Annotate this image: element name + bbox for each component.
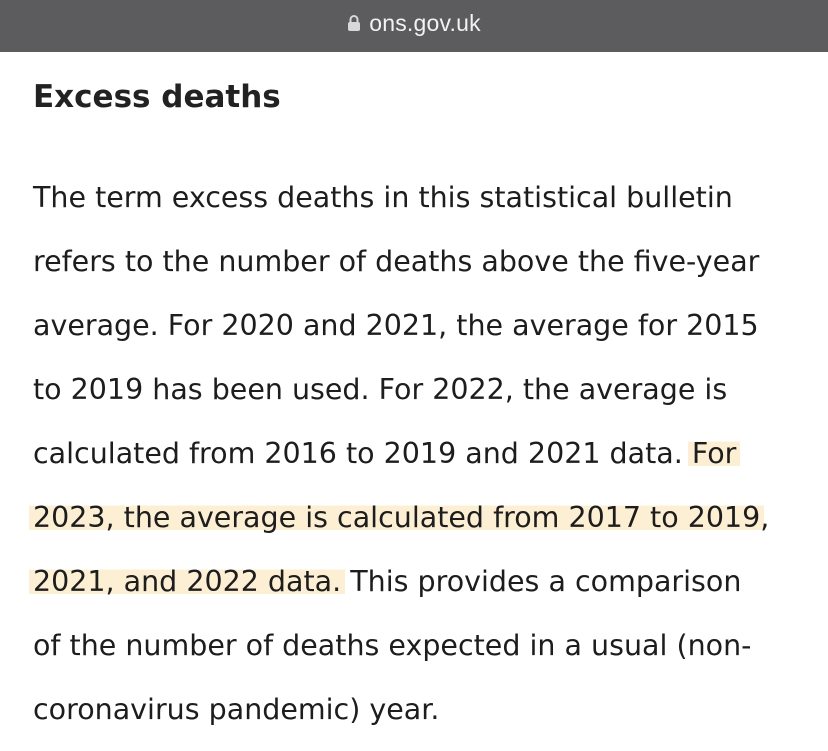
paragraph-line: 2021, and 2022 data. This provides a com… [29, 550, 823, 614]
url-text[interactable]: ons.gov.uk [369, 9, 481, 36]
highlighted-text: For [687, 437, 741, 470]
paragraph-line: calculated from 2016 to 2019 and 2021 da… [33, 422, 823, 486]
article-paragraph: The term excess deaths in this statistic… [29, 166, 823, 742]
lock-icon [347, 14, 361, 32]
paragraph-line: coronavirus pandemic) year. [33, 693, 440, 726]
address-bar-content: ons.gov.uk [347, 10, 481, 37]
highlighted-text: 2023, the average is calculated from 201… [29, 501, 765, 534]
paragraph-text: , [760, 501, 770, 534]
paragraph-line: average. For 2020 and 2021, the average … [33, 309, 759, 342]
page-title: Excess deaths [33, 79, 281, 115]
paragraph-text: This provides a comparison [341, 565, 742, 598]
paragraph-line: The term excess deaths in this statistic… [33, 181, 733, 214]
paragraph-line: to 2019 has been used. For 2022, the ave… [33, 373, 728, 406]
highlighted-text: 2021, and 2022 data. [29, 565, 346, 598]
paragraph-line: of the number of deaths expected in a us… [33, 629, 752, 662]
browser-address-bar[interactable]: ons.gov.uk [0, 0, 828, 52]
paragraph-line: 2023, the average is calculated from 201… [29, 486, 823, 550]
paragraph-text: calculated from 2016 to 2019 and 2021 da… [33, 437, 692, 470]
paragraph-line: refers to the number of deaths above the… [33, 245, 760, 278]
